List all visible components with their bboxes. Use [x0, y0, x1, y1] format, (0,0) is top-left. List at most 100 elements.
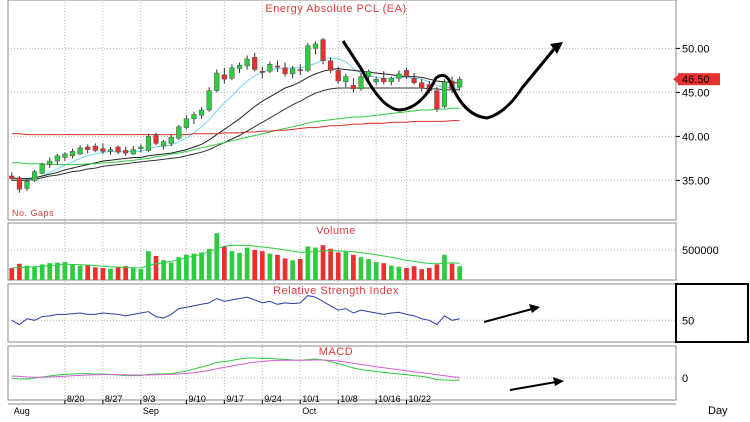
candle: [388, 76, 394, 86]
candle: [69, 148, 76, 159]
month-label: Sep: [143, 406, 159, 416]
candle: [396, 70, 402, 82]
volume-bar: [92, 267, 98, 280]
volume-bar: [17, 263, 22, 280]
volume-bar: [434, 264, 440, 280]
candle: [419, 79, 425, 92]
candle-body: [92, 145, 98, 151]
candle: [252, 52, 258, 72]
volume-bar: [457, 266, 463, 280]
candle: [39, 162, 45, 175]
candle: [328, 57, 334, 74]
candle-body: [297, 69, 303, 71]
candle: [365, 69, 372, 81]
volume-bar: [404, 268, 409, 280]
candle: [381, 71, 387, 85]
date-tick-label: 9/24: [264, 394, 282, 404]
month-label: Aug: [14, 406, 30, 416]
candle: [343, 73, 349, 88]
candle-body: [214, 72, 220, 91]
volume-bar: [313, 247, 318, 280]
volume-average-line: [11, 244, 460, 269]
volume-bar: [199, 252, 204, 280]
volume-bar: [396, 266, 402, 280]
candle-body: [153, 135, 159, 144]
candle-body: [123, 150, 129, 154]
volume-bar: [123, 266, 129, 280]
date-tick-label: 10/22: [409, 394, 432, 404]
candle-body: [434, 90, 440, 110]
candle: [236, 62, 243, 74]
candle-body: [138, 146, 144, 149]
candle: [31, 169, 38, 183]
candle-body: [236, 64, 243, 69]
volume-bar: [184, 254, 189, 280]
candle-body: [161, 141, 167, 147]
candle-body: [259, 71, 265, 73]
candle-body: [305, 45, 311, 71]
candle: [320, 37, 326, 65]
candle-body: [85, 146, 91, 150]
price-tick-label: 50.00: [682, 43, 710, 55]
volume-bar: [39, 264, 45, 280]
chart-title: Energy Absolute PCL (EA): [265, 3, 406, 15]
candle-body: [411, 78, 417, 83]
moving-average-line-5: [11, 120, 460, 136]
volume-bar: [290, 260, 296, 280]
candle-body: [373, 78, 379, 83]
volume-bar: [108, 268, 113, 280]
candle: [441, 79, 448, 109]
candle: [115, 145, 121, 154]
macd-line: [11, 357, 460, 381]
candle: [259, 66, 265, 79]
candle-body: [328, 60, 334, 71]
candle-body: [396, 73, 402, 79]
volume-bar: [419, 269, 425, 280]
moving-average-line-4: [11, 107, 460, 166]
volume-bar: [24, 265, 30, 280]
candle: [54, 154, 60, 165]
candle-body: [24, 181, 30, 189]
candle: [411, 73, 417, 85]
volume-bar: [237, 253, 242, 280]
rsi-trend-arrow-head: [529, 304, 540, 313]
candle-body: [100, 148, 106, 152]
rsi-panel-frame: [7, 283, 677, 343]
candle: [282, 62, 288, 77]
candle-body: [365, 71, 372, 77]
candle: [305, 43, 311, 73]
macd-tick-label: 0: [682, 373, 688, 385]
date-tick-label: 8/27: [105, 394, 123, 404]
volume-bar: [32, 266, 37, 280]
candle: [62, 152, 68, 162]
candle-body: [267, 63, 273, 72]
volume-bar: [138, 269, 144, 280]
candle-body: [176, 126, 182, 139]
candle: [145, 133, 152, 153]
macd-signal-line: [11, 359, 460, 378]
candle: [168, 134, 174, 147]
volume-bar: [70, 264, 75, 280]
date-tick-label: 10/1: [302, 394, 320, 404]
last-price-tag: [678, 73, 720, 86]
date-tick-label: 8/20: [67, 394, 85, 404]
volume-bar: [77, 265, 83, 280]
candle-body: [77, 147, 83, 155]
candle-body: [274, 65, 281, 68]
candle-body: [62, 153, 68, 158]
candle: [16, 176, 22, 193]
candle-body: [350, 85, 356, 90]
candle-body: [198, 109, 205, 116]
volume-bar: [47, 263, 53, 280]
candle: [100, 143, 106, 154]
month-label: Oct: [302, 406, 317, 416]
candle: [312, 41, 319, 55]
candle: [24, 178, 30, 191]
candle: [267, 61, 273, 74]
candle: [176, 124, 182, 140]
volume-panel-title: Volume: [316, 225, 356, 237]
price-tick-label: 40.00: [682, 131, 710, 143]
candle: [214, 69, 220, 93]
volume-bar: [161, 260, 166, 280]
